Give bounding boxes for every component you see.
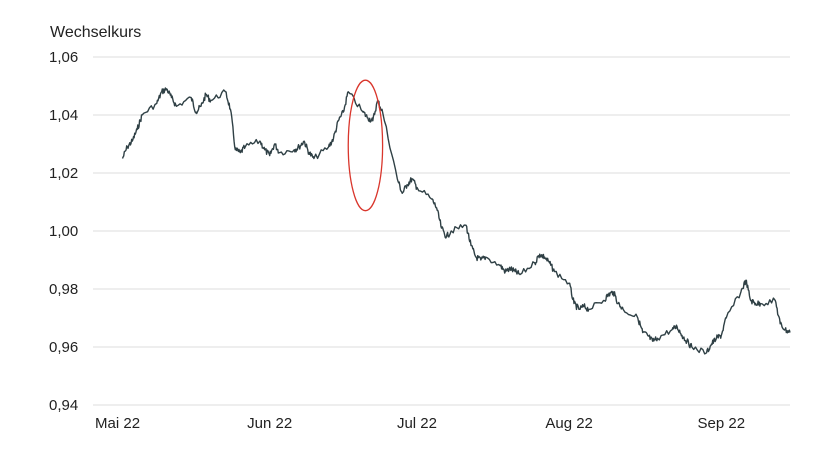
x-tick-label: Sep 22: [698, 415, 746, 432]
y-tick-label: 0,96: [49, 339, 78, 356]
y-axis-title: Wechselkurs: [50, 24, 141, 41]
series-layer: [121, 87, 791, 355]
y-axis-ticks: 1,06 1,04 1,02 1,00 0,98 0,96 0,94: [49, 49, 78, 414]
highlight-ellipse: [347, 79, 384, 212]
y-tick-label: 1,06: [49, 49, 78, 66]
y-tick-label: 1,00: [49, 223, 78, 240]
exchange-rate-line: [121, 87, 791, 355]
y-tick-label: 1,02: [49, 165, 78, 182]
y-tick-label: 0,98: [49, 281, 78, 298]
gridlines: [93, 56, 790, 406]
y-tick-label: 1,04: [49, 107, 78, 124]
y-tick-label: 0,94: [49, 397, 78, 414]
x-axis-ticks: Mai 22 Jun 22 Jul 22 Aug 22 Sep 22: [95, 415, 745, 432]
annotation-layer: [347, 79, 384, 212]
x-tick-label: Mai 22: [95, 415, 140, 432]
x-tick-label: Aug 22: [545, 415, 593, 432]
x-tick-label: Jun 22: [247, 415, 292, 432]
x-tick-label: Jul 22: [397, 415, 437, 432]
